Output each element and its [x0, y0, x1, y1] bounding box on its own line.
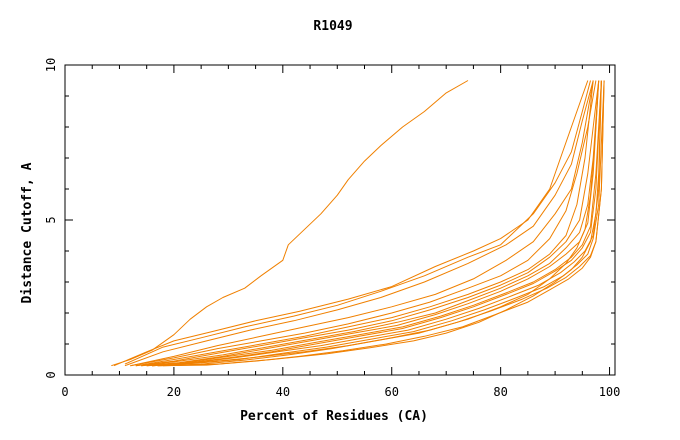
series-line-model-03 — [124, 80, 591, 365]
x-tick-label: 80 — [493, 385, 507, 399]
series-line-model-14 — [152, 80, 605, 367]
series-line-model-18 — [152, 80, 600, 367]
x-tick-label: 0 — [61, 385, 68, 399]
series-line-model-13 — [152, 80, 602, 367]
x-tick-label: 40 — [276, 385, 290, 399]
series-line-model-07 — [135, 80, 594, 367]
y-tick-label: 10 — [44, 58, 58, 72]
series-line-model-17 — [162, 80, 602, 367]
x-tick-label: 60 — [385, 385, 399, 399]
plot-lines — [111, 80, 605, 367]
series-line-model-outlier — [111, 80, 469, 367]
series-line-model-10 — [141, 80, 600, 367]
x-tick-label: 100 — [599, 385, 621, 399]
y-tick-label: 5 — [44, 216, 58, 223]
y-tick-label: 0 — [44, 371, 58, 378]
chart-title: R1049 — [313, 19, 352, 34]
series-line-model-04 — [124, 80, 594, 367]
x-tick-label: 20 — [167, 385, 181, 399]
series-line-model-09 — [141, 80, 600, 367]
series-line-model-05 — [130, 80, 594, 367]
series-line-model-02 — [113, 80, 589, 367]
x-axis-label: Percent of Residues (CA) — [240, 409, 428, 424]
series-line-model-12 — [146, 80, 602, 367]
plot-frame — [64, 64, 616, 376]
series-line-model-08 — [135, 80, 600, 367]
series-line-model-06 — [130, 80, 597, 367]
y-axis-label: Distance Cutoff, A — [20, 162, 35, 303]
series-line-model-11 — [146, 80, 602, 367]
